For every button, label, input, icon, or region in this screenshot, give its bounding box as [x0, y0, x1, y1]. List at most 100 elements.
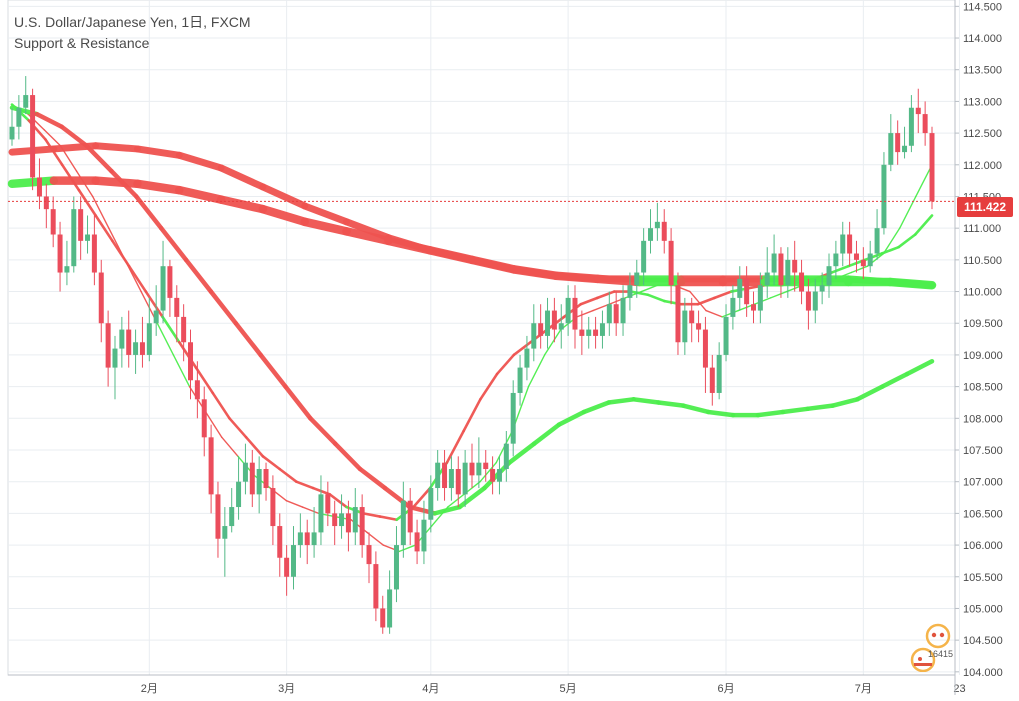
candle-body [648, 228, 654, 241]
candle [785, 247, 791, 298]
candle-body [57, 234, 63, 273]
candle [682, 297, 688, 355]
indicator-segment [509, 265, 560, 280]
candle [311, 507, 317, 558]
indicator-segment [495, 353, 516, 376]
candle [57, 221, 63, 292]
candle-body [174, 297, 180, 317]
indicator-segment [705, 309, 723, 318]
candle [64, 240, 70, 286]
candle [222, 507, 228, 577]
candle [448, 456, 454, 501]
indicator-segment [59, 124, 89, 149]
candle-body [133, 342, 139, 355]
candle [634, 259, 640, 298]
candle [98, 259, 104, 343]
candle [332, 500, 338, 546]
candle-body [593, 329, 599, 336]
candle-body [586, 329, 592, 336]
y-tick-label: 109.500 [963, 318, 1003, 330]
candle [599, 310, 605, 349]
candle-body [860, 259, 866, 267]
candle-body [339, 513, 345, 527]
y-tick-label: 111.000 [963, 223, 1001, 235]
candle [545, 297, 551, 349]
candle [593, 316, 599, 349]
indicator-segment [259, 183, 309, 210]
indicator-segment [885, 277, 937, 290]
candle [744, 266, 750, 317]
indicator-segment [382, 485, 413, 510]
candle [139, 316, 145, 368]
y-tick-label: 110.000 [963, 287, 1002, 299]
candle-body [895, 133, 901, 153]
candle [339, 494, 345, 539]
candle [730, 285, 736, 330]
indicator-segment [183, 257, 214, 294]
candle [716, 342, 722, 400]
candle-body [215, 494, 221, 539]
candle [702, 316, 708, 393]
candle [476, 437, 482, 489]
candle [558, 304, 564, 349]
candle [366, 532, 372, 584]
indicator-segment [77, 188, 97, 217]
indicator-segment [696, 296, 716, 306]
indicator-segment [91, 176, 142, 189]
candle [915, 88, 921, 134]
candle [490, 456, 496, 495]
indicator-segment [285, 500, 304, 508]
y-tick-label: 106.500 [963, 508, 1003, 520]
candle-body [407, 500, 413, 533]
candle [538, 304, 544, 349]
y-tick-label: 104.000 [963, 667, 1003, 679]
candle-body [709, 367, 715, 393]
candle-body [181, 316, 187, 343]
x-tick-label: 5月 [560, 683, 577, 695]
candle-body [805, 291, 811, 311]
candle-body [153, 310, 159, 324]
y-tick-label: 108.000 [963, 413, 1003, 425]
candle-body [373, 564, 379, 609]
candle [565, 285, 571, 336]
candle-body [139, 342, 145, 355]
indicator-title[interactable]: Support & Resistance [14, 35, 150, 51]
candle-body [270, 488, 276, 527]
candle [91, 215, 97, 286]
candle-body [325, 494, 331, 514]
candle [723, 304, 729, 362]
candle-body [847, 234, 853, 254]
indicator-segment [301, 506, 320, 515]
indicator-segment [332, 441, 363, 472]
candle-body [510, 392, 516, 444]
candle-body [126, 329, 132, 355]
candle [469, 443, 475, 489]
candle-body [565, 297, 571, 324]
candle-body [229, 507, 235, 527]
y-tick-label: 113.500 [963, 65, 1002, 77]
candle [853, 240, 859, 273]
candle-body [469, 462, 475, 476]
candle-body [43, 196, 49, 210]
indicator-segment [467, 255, 519, 274]
indicator-segment [479, 461, 497, 483]
brand-logo[interactable]: 16415 [910, 622, 956, 673]
y-tick-label: 105.500 [963, 572, 1003, 584]
y-tick-label: 107.500 [963, 445, 1003, 457]
chart-legend: U.S. Dollar/Japanese Yen, 1日, FXCM Suppo… [14, 12, 251, 54]
symbol-title[interactable]: U.S. Dollar/Japanese Yen, 1日, FXCM [14, 14, 251, 30]
indicator-segment [398, 544, 417, 553]
candle-body [359, 507, 365, 546]
candle-body [538, 323, 544, 336]
indicator-segment [342, 227, 393, 246]
candle [840, 221, 846, 267]
indicator-segment [445, 429, 465, 464]
indicator-segment [221, 436, 239, 458]
candle-body [682, 310, 688, 343]
candle-body [160, 266, 166, 311]
indicator-segment [457, 485, 487, 510]
candle [373, 551, 379, 622]
candle-body [194, 380, 200, 400]
